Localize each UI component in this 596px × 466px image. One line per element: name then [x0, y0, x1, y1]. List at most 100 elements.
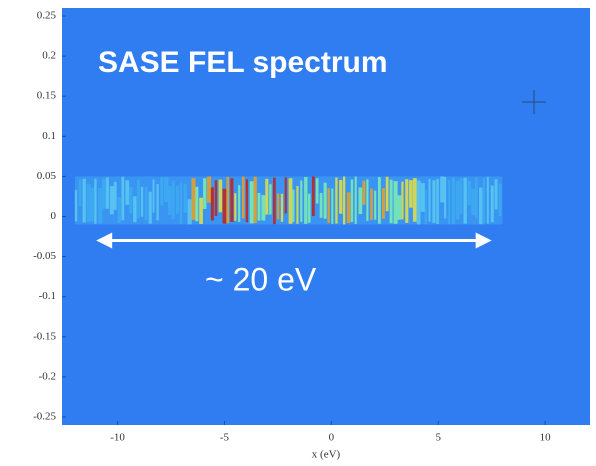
- spectrum-streak: [280, 193, 284, 222]
- spectrum-streak: [191, 178, 196, 220]
- spectrum-streak: [389, 179, 393, 224]
- spectrum-streak: [269, 184, 272, 215]
- y-tick-label: -0.25: [33, 411, 56, 423]
- spectrum-streak: [432, 180, 436, 223]
- spectrum-streak: [160, 177, 164, 206]
- y-tick-label: -0.15: [33, 330, 56, 342]
- spectrum-streak: [300, 180, 303, 222]
- spectrum-streak: [78, 179, 82, 207]
- y-tick-label: 0.25: [37, 10, 57, 22]
- spectrum-streak: [385, 176, 389, 212]
- spectrum-streak: [249, 181, 254, 224]
- spectrum-streak: [94, 178, 97, 224]
- spectrum-streak: [397, 195, 402, 220]
- spectrum-streak: [218, 179, 223, 213]
- spectrum-streak: [296, 185, 299, 224]
- spectrum-streak: [109, 186, 114, 215]
- y-tick-label: 0: [51, 210, 57, 222]
- spectrum-streak: [401, 181, 404, 220]
- spectrum-streak: [350, 179, 354, 222]
- spectrum-streak: [292, 189, 295, 222]
- spectrum-streak: [311, 176, 315, 217]
- spectrum-streak: [74, 190, 78, 222]
- spectrum-streak: [203, 178, 207, 209]
- spectrum-streak: [405, 179, 409, 223]
- x-tick-label: 10: [540, 432, 552, 444]
- spectrum-streak: [144, 186, 148, 221]
- spectrum-streak: [164, 177, 169, 202]
- x-tick-label: -10: [110, 432, 125, 444]
- spectrum-streak: [98, 188, 103, 224]
- spectrum: [74, 176, 503, 225]
- spectrum-streak: [140, 186, 144, 217]
- spectrum-streak: [331, 188, 334, 224]
- spectrum-streak: [362, 180, 366, 205]
- spectrum-streak: [490, 185, 494, 223]
- arrow-head: [475, 232, 492, 249]
- spectrum-streak: [129, 187, 133, 214]
- spectrum-streak: [444, 176, 447, 219]
- arrow-head: [96, 232, 113, 249]
- spectrum-streak: [315, 178, 319, 204]
- spectrum-streak: [82, 178, 86, 223]
- x-tick-label: 5: [435, 432, 441, 444]
- spectrum-streak: [358, 187, 363, 215]
- spectrum-streak: [105, 177, 109, 209]
- plot: [62, 8, 590, 425]
- spectrum-streak: [455, 180, 460, 220]
- spectrum-streak: [90, 187, 95, 222]
- spectrum-streak: [265, 178, 269, 215]
- spectrum-streak: [471, 188, 476, 215]
- spectrum-streak: [245, 179, 249, 223]
- spectrum-streak: [261, 195, 266, 221]
- spectrum-streak: [195, 186, 199, 222]
- spectrum-streak: [238, 185, 241, 222]
- spectrum-streak: [440, 176, 445, 203]
- spectrum-streak: [86, 184, 91, 222]
- annotation: ~ 20 eV: [205, 261, 317, 297]
- spectrum-streak: [304, 177, 308, 224]
- spectrum-streak: [335, 177, 338, 224]
- spectrum-streak: [152, 179, 155, 213]
- y-tick-label: 0.1: [42, 130, 56, 142]
- spectrum-streak: [346, 192, 351, 223]
- spectrum-streak: [199, 197, 203, 224]
- arrow: [96, 232, 492, 249]
- y-tick-label: -0.1: [39, 290, 56, 302]
- spectrum-streak: [284, 177, 287, 214]
- x-tick-label: -5: [220, 432, 230, 444]
- spectrum-streak: [343, 176, 346, 225]
- spectrum-streak: [148, 191, 152, 224]
- spectrum-streak: [416, 180, 421, 225]
- spectrum-streak: [234, 193, 237, 221]
- spectrum-streak: [424, 189, 427, 225]
- spectrum-streak: [133, 196, 137, 223]
- spectrum-streak: [125, 180, 130, 205]
- spectrum-streak: [230, 178, 234, 223]
- cross-marker: [522, 90, 546, 114]
- spectrum-streak: [222, 188, 227, 224]
- spectrum-streak: [323, 182, 327, 219]
- chart-title: SASE FEL spectrum: [98, 46, 388, 79]
- spectrum-streak: [308, 193, 311, 223]
- spectrum-streak: [420, 183, 425, 212]
- spectrum-streak: [253, 176, 257, 224]
- x-tick-label: 0: [329, 432, 335, 444]
- spectrum-streak: [370, 188, 373, 220]
- spectrum-streak: [113, 181, 117, 210]
- spectrum-streak: [366, 179, 369, 221]
- spectrum-streak: [459, 178, 463, 214]
- spectrum-streak: [171, 180, 175, 220]
- spectrum-streak: [241, 176, 245, 219]
- spectrum-streak: [137, 179, 140, 219]
- spectrum-streak: [168, 186, 172, 215]
- spectrum-streak: [206, 176, 212, 203]
- spectrum-streak: [257, 192, 261, 221]
- spectrum-streak: [117, 197, 122, 224]
- spectrum-streak: [214, 180, 218, 216]
- spectrum-streak: [494, 179, 498, 210]
- y-tick-label: 0.15: [37, 90, 57, 102]
- y-tick-label: 0.05: [37, 170, 57, 182]
